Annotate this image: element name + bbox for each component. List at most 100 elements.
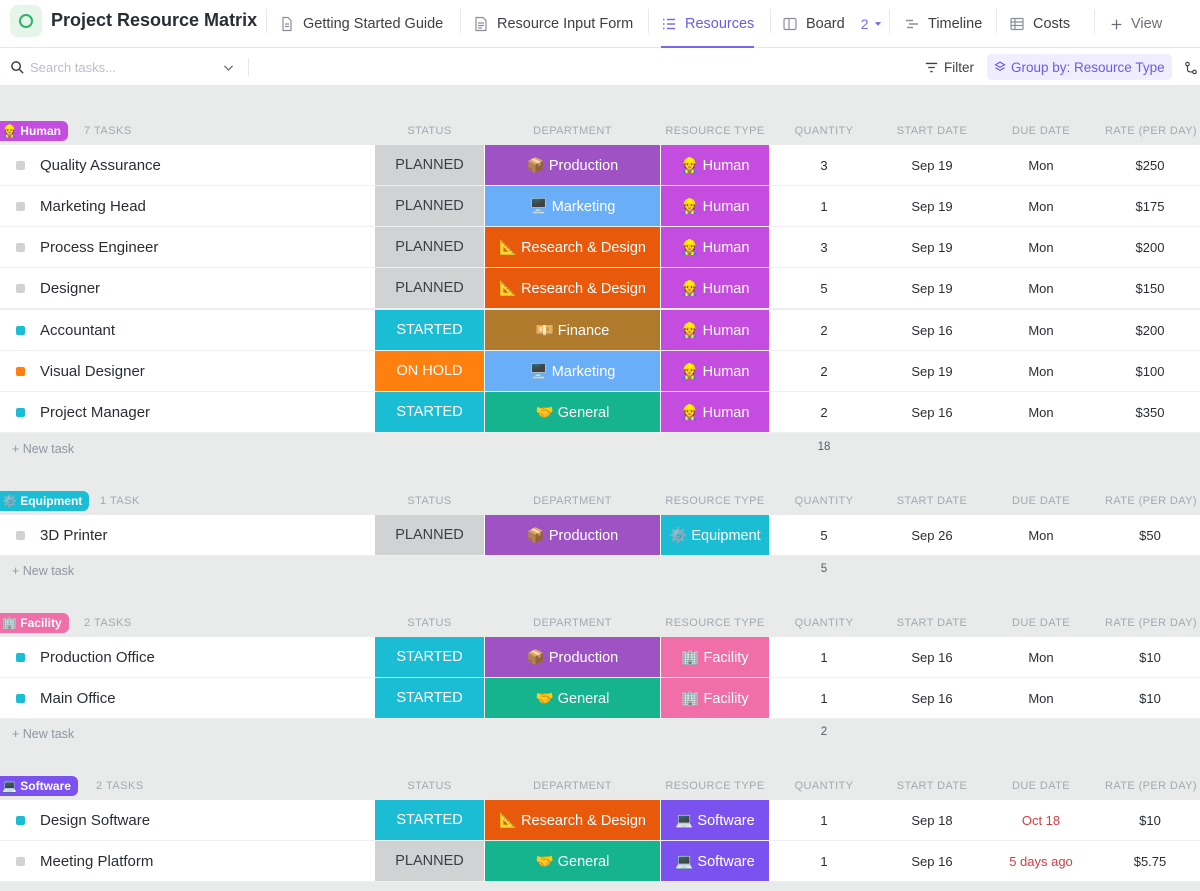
column-header-status[interactable]: STATUS: [407, 125, 452, 137]
task-name[interactable]: Project Manager: [40, 404, 151, 421]
table-row[interactable]: 3D Printer PLANNED 📦 Production ⚙️ Equip…: [0, 515, 1200, 556]
rate-cell[interactable]: $175: [1135, 198, 1165, 214]
quantity-cell[interactable]: 2: [820, 404, 828, 420]
start-date-cell[interactable]: Sep 19: [911, 280, 953, 296]
status-cell[interactable]: STARTED: [375, 800, 484, 840]
table-row[interactable]: Marketing Head PLANNED 🖥️ Marketing 👷 Hu…: [0, 186, 1200, 227]
rate-cell[interactable]: $250: [1135, 157, 1165, 173]
start-date-cell[interactable]: Sep 16: [911, 404, 953, 420]
column-header-rate[interactable]: RATE (PER DAY): [1105, 125, 1197, 137]
start-date-cell[interactable]: Sep 16: [911, 690, 953, 706]
start-date-cell[interactable]: Sep 19: [911, 363, 953, 379]
start-date-cell[interactable]: Sep 16: [911, 853, 953, 869]
status-cell[interactable]: PLANNED: [375, 268, 484, 308]
status-dot[interactable]: [16, 408, 25, 417]
status-cell[interactable]: STARTED: [375, 678, 484, 718]
start-date-cell[interactable]: Sep 19: [911, 157, 953, 173]
status-cell[interactable]: STARTED: [375, 637, 484, 677]
status-cell[interactable]: PLANNED: [375, 186, 484, 226]
department-cell[interactable]: 📦 Production: [485, 637, 660, 677]
column-header-due-date[interactable]: DUE DATE: [1011, 780, 1070, 792]
due-date-cell[interactable]: Mon: [1028, 527, 1054, 543]
due-date-cell[interactable]: Mon: [1028, 322, 1054, 338]
status-dot[interactable]: [16, 326, 25, 335]
column-header-resource-type[interactable]: RESOURCE TYPE: [665, 125, 765, 137]
task-name[interactable]: Visual Designer: [40, 363, 145, 380]
column-header-due-date[interactable]: DUE DATE: [1011, 125, 1070, 137]
start-date-cell[interactable]: Sep 18: [911, 812, 953, 828]
status-dot[interactable]: [16, 367, 25, 376]
department-cell[interactable]: 📐 Research & Design: [485, 800, 660, 840]
status-cell[interactable]: STARTED: [375, 310, 484, 350]
quantity-cell[interactable]: 5: [820, 527, 828, 543]
column-header-status[interactable]: STATUS: [407, 617, 452, 629]
status-dot[interactable]: [16, 243, 25, 252]
table-row[interactable]: Visual Designer ON HOLD 🖥️ Marketing 👷 H…: [0, 351, 1200, 392]
column-header-quantity[interactable]: QUANTITY: [794, 617, 854, 629]
status-dot[interactable]: [16, 161, 25, 170]
resource-type-cell[interactable]: 👷 Human: [661, 392, 769, 432]
department-cell[interactable]: 📦 Production: [485, 515, 660, 555]
resource-type-cell[interactable]: 🏢 Facility: [661, 678, 769, 718]
department-cell[interactable]: 📐 Research & Design: [485, 268, 660, 308]
due-date-cell[interactable]: Oct 18: [1021, 812, 1061, 828]
task-name[interactable]: Main Office: [40, 690, 116, 707]
department-cell[interactable]: 📦 Production: [485, 145, 660, 185]
group-badge[interactable]: 🏢 Facility: [0, 613, 69, 633]
quantity-cell[interactable]: 3: [820, 157, 828, 173]
resource-type-cell[interactable]: 👷 Human: [661, 351, 769, 391]
due-date-cell[interactable]: Mon: [1028, 363, 1054, 379]
department-cell[interactable]: 🤝 General: [485, 841, 660, 881]
rate-cell[interactable]: $150: [1135, 280, 1165, 296]
new-task-button[interactable]: + New task: [12, 727, 75, 741]
start-date-cell[interactable]: Sep 19: [911, 239, 953, 255]
column-header-status[interactable]: STATUS: [407, 495, 452, 507]
new-task-button[interactable]: + New task: [12, 442, 75, 456]
table-row[interactable]: Design Software STARTED 📐 Research & Des…: [0, 800, 1200, 841]
status-dot[interactable]: [16, 202, 25, 211]
quantity-cell[interactable]: 1: [820, 853, 828, 869]
group-by-button[interactable]: Group by: Resource Type: [987, 54, 1172, 80]
department-cell[interactable]: 🖥️ Marketing: [485, 186, 660, 226]
due-date-cell[interactable]: Mon: [1028, 404, 1054, 420]
chevron-down-icon[interactable]: [873, 19, 883, 29]
due-date-cell[interactable]: Mon: [1028, 239, 1054, 255]
task-name[interactable]: Accountant: [40, 322, 116, 339]
column-header-start-date[interactable]: START DATE: [896, 780, 968, 792]
column-header-resource-type[interactable]: RESOURCE TYPE: [665, 495, 765, 507]
column-header-resource-type[interactable]: RESOURCE TYPE: [665, 780, 765, 792]
resource-type-cell[interactable]: 👷 Human: [661, 310, 769, 350]
column-header-department[interactable]: DEPARTMENT: [533, 495, 612, 507]
status-dot[interactable]: [16, 694, 25, 703]
rate-cell[interactable]: $10: [1139, 690, 1161, 706]
task-name[interactable]: Marketing Head: [40, 198, 146, 215]
column-header-rate[interactable]: RATE (PER DAY): [1105, 495, 1197, 507]
status-cell[interactable]: ON HOLD: [375, 351, 484, 391]
column-header-start-date[interactable]: START DATE: [896, 617, 968, 629]
rate-cell[interactable]: $200: [1135, 322, 1165, 338]
start-date-cell[interactable]: Sep 19: [911, 198, 953, 214]
task-name[interactable]: Process Engineer: [40, 239, 159, 256]
status-dot[interactable]: [16, 653, 25, 662]
table-row[interactable]: Designer PLANNED 📐 Research & Design 👷 H…: [0, 268, 1200, 309]
status-cell[interactable]: PLANNED: [375, 841, 484, 881]
rate-cell[interactable]: $100: [1135, 363, 1165, 379]
column-header-quantity[interactable]: QUANTITY: [794, 780, 854, 792]
quantity-cell[interactable]: 2: [820, 322, 828, 338]
resource-type-cell[interactable]: ⚙️ Equipment: [661, 515, 769, 555]
status-dot[interactable]: [16, 816, 25, 825]
table-row[interactable]: Accountant STARTED 💴 Finance 👷 Human 2 S…: [0, 310, 1200, 351]
table-row[interactable]: Production Office STARTED 📦 Production 🏢…: [0, 637, 1200, 678]
resource-type-cell[interactable]: 💻 Software: [661, 800, 769, 840]
rate-cell[interactable]: $10: [1139, 649, 1161, 665]
tab-resource-input-form[interactable]: Resource Input Form: [473, 0, 633, 48]
department-cell[interactable]: 🤝 General: [485, 678, 660, 718]
department-cell[interactable]: 🤝 General: [485, 392, 660, 432]
column-header-status[interactable]: STATUS: [407, 780, 452, 792]
add-view-button[interactable]: View: [1110, 0, 1162, 48]
group-badge[interactable]: ⚙️ Equipment: [0, 491, 90, 511]
resource-type-cell[interactable]: 👷 Human: [661, 186, 769, 226]
new-task-button[interactable]: + New task: [12, 564, 75, 578]
status-cell[interactable]: PLANNED: [375, 227, 484, 267]
status-cell[interactable]: PLANNED: [375, 145, 484, 185]
